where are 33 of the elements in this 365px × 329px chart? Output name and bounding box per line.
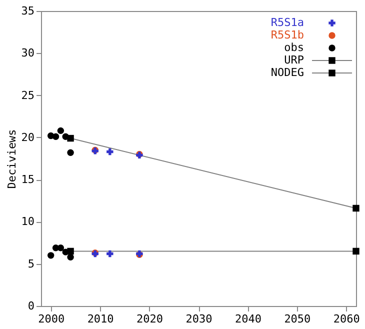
- point: [67, 149, 74, 156]
- legend-label: R5S1a: [270, 16, 304, 29]
- x-tick-label: 2020: [136, 312, 164, 326]
- x-tick-label: 2050: [284, 312, 311, 326]
- point: [57, 244, 64, 252]
- y-tick-label: 5: [28, 257, 34, 270]
- point: [62, 248, 69, 256]
- x-tick-label: 2010: [87, 312, 114, 326]
- point: [352, 204, 360, 212]
- y-tick-label: 30: [21, 46, 34, 60]
- legend-label: URP: [284, 54, 304, 66]
- x-tick-label: 2060: [333, 312, 360, 326]
- point: [106, 148, 114, 156]
- y-tick-label: 15: [21, 173, 34, 186]
- y-tick-label: 0: [28, 300, 34, 312]
- y-tick-label: 35: [21, 4, 34, 18]
- y-tick-label: 10: [21, 215, 34, 228]
- legend-label: obs: [284, 41, 304, 54]
- legend-label: NODEG: [270, 66, 304, 79]
- legend-label: R5S1b: [270, 28, 304, 42]
- x-tick-label: 2030: [186, 312, 212, 326]
- point: [62, 133, 69, 140]
- point: [106, 250, 114, 258]
- y-axis-title: Deciviews: [5, 129, 18, 189]
- y-tick-label: 20: [21, 130, 34, 144]
- x-tick-label: 2040: [234, 312, 262, 326]
- y-tick-label: 25: [21, 88, 34, 102]
- point: [352, 248, 360, 255]
- x-tick-label: 2000: [38, 312, 65, 326]
- point: [57, 127, 64, 134]
- point: [52, 133, 60, 140]
- point: [47, 252, 54, 259]
- point: [67, 254, 74, 260]
